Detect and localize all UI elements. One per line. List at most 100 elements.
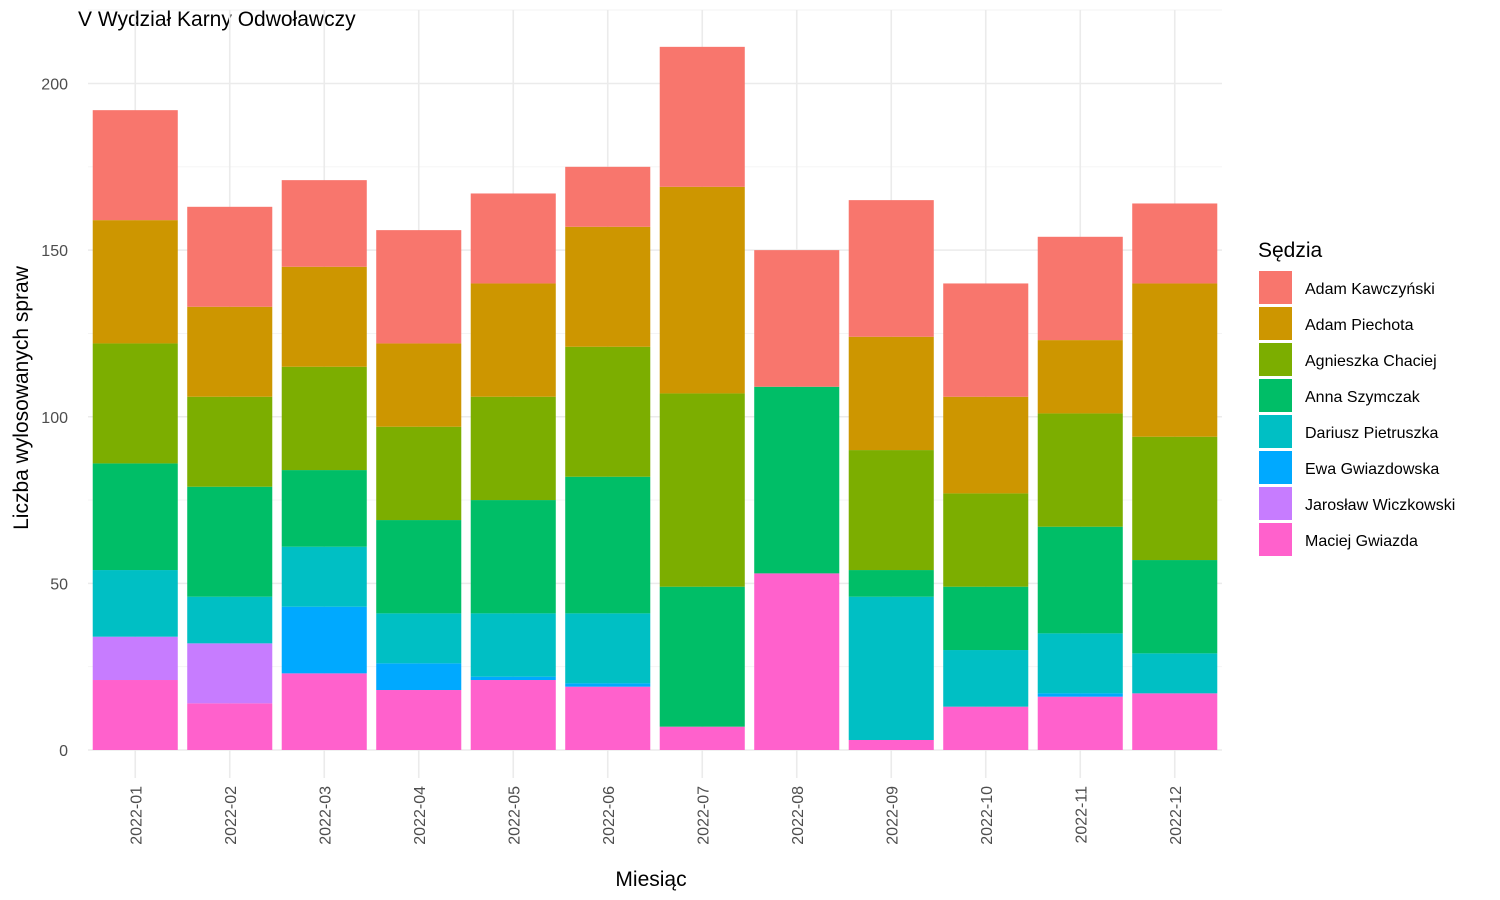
legend-label: Maciej Gwiazda [1305, 533, 1418, 550]
bar-segment [281, 673, 367, 750]
bar-segment [1037, 526, 1123, 634]
bar-segment [281, 546, 367, 607]
legend-key [1259, 415, 1292, 448]
bar-segment [754, 386, 840, 574]
bar-segment [943, 283, 1029, 397]
bar-segment [281, 470, 367, 547]
legend-key [1259, 523, 1292, 556]
bar-segment [187, 396, 273, 487]
bar-segment [659, 586, 745, 727]
legend-label: Anna Szymczak [1305, 389, 1421, 406]
bar-segment [92, 570, 178, 637]
x-tick-labels: 2022-01 2022-02 2022-03 2022-04 2022-05 2022-… [128, 786, 1185, 845]
x-tick-label: 2022-05 [506, 786, 523, 845]
y-tick-label: 100 [41, 410, 68, 427]
bar-segment [848, 450, 934, 571]
x-tick-label: 2022-02 [223, 786, 240, 845]
bar-segment [470, 680, 556, 750]
bar-segment [281, 366, 367, 471]
x-tick-label: 2022-03 [317, 786, 334, 845]
bar-segment [470, 283, 556, 397]
bar-segment [754, 573, 840, 750]
y-tick-label: 200 [41, 77, 68, 94]
x-tick-label: 2022-04 [412, 786, 429, 845]
bar-segment [281, 266, 367, 367]
bar-segment [376, 663, 462, 691]
bar-segment [1132, 203, 1218, 284]
legend-key [1259, 271, 1292, 304]
x-tick-label: 2022-08 [790, 786, 807, 845]
bar-segment [187, 596, 273, 644]
bar-segment [92, 463, 178, 571]
bar-segment [281, 606, 367, 674]
chart-title: V Wydział Karny Odwoławczy [78, 8, 356, 31]
y-tick-label: 150 [41, 243, 68, 260]
bar-segment [1037, 693, 1123, 697]
legend-label: Ewa Gwiazdowska [1305, 461, 1439, 478]
bar-segment [754, 250, 840, 387]
bar-segment [1037, 696, 1123, 750]
bar-segment [1037, 236, 1123, 341]
bar-segment [943, 650, 1029, 707]
bar-segment [1037, 413, 1123, 527]
bar-segment [376, 343, 462, 427]
bar-segment [376, 613, 462, 664]
bar-segment [565, 226, 651, 347]
bar-segment [565, 683, 651, 687]
x-tick-label: 2022-11 [1073, 786, 1090, 844]
bar-segment [1132, 283, 1218, 437]
x-tick-label: 2022-09 [884, 786, 901, 845]
x-tick-label: 2022-10 [979, 786, 996, 845]
bar-segment [565, 346, 651, 477]
y-tick-label: 0 [59, 743, 68, 760]
legend-key [1259, 307, 1292, 340]
bar-segment [92, 636, 178, 681]
bar-segment [92, 343, 178, 464]
legend-key [1259, 451, 1292, 484]
x-tick-label: 2022-12 [1168, 786, 1185, 845]
bar-segment [376, 690, 462, 750]
bar-segment [92, 680, 178, 750]
y-tick-labels: 0 50 100 150 200 [41, 77, 68, 761]
x-axis-title: Miesiąc [615, 868, 686, 891]
bar-segment [376, 426, 462, 521]
legend-label: Dariusz Pietruszka [1305, 425, 1438, 442]
bar-segment [281, 180, 367, 267]
bar-segment [848, 200, 934, 337]
bar-segment [470, 676, 556, 681]
y-tick-label: 50 [50, 576, 68, 593]
bar-segment [376, 520, 462, 614]
bar-segment [659, 393, 745, 587]
bar-segment [187, 206, 273, 307]
bar-segment [943, 396, 1029, 494]
legend-key [1259, 487, 1292, 520]
bar-segment [470, 613, 556, 677]
bar-segment [943, 493, 1029, 587]
bar-segment [470, 500, 556, 614]
bar-segment [1037, 633, 1123, 694]
bar-segment [943, 706, 1029, 750]
bar-segment [92, 110, 178, 221]
bar-segment [1132, 693, 1218, 750]
legend-label: Adam Kawczyński [1305, 281, 1435, 298]
bar-segment [659, 46, 745, 187]
legend: Sędzia Adam Kawczyński Adam Piechota Agnie… [1258, 239, 1455, 556]
bar-segment [187, 486, 273, 597]
bar-segment [565, 476, 651, 614]
bar-segment [1037, 340, 1123, 414]
bar-segment [565, 166, 651, 227]
bar-segment [470, 396, 556, 501]
x-tick-label: 2022-01 [128, 786, 145, 845]
bar-segment [187, 306, 273, 397]
legend-title: Sędzia [1258, 239, 1323, 262]
x-tick-label: 2022-06 [601, 786, 618, 845]
bar-segment [376, 230, 462, 344]
bar-segment [943, 586, 1029, 651]
bar-segment [1132, 653, 1218, 694]
bar-segment [187, 643, 273, 704]
bar-segment [659, 726, 745, 750]
y-axis-title: Liczba wylosowanych spraw [10, 265, 33, 530]
bar-segment [848, 740, 934, 750]
bar-segment [565, 613, 651, 684]
